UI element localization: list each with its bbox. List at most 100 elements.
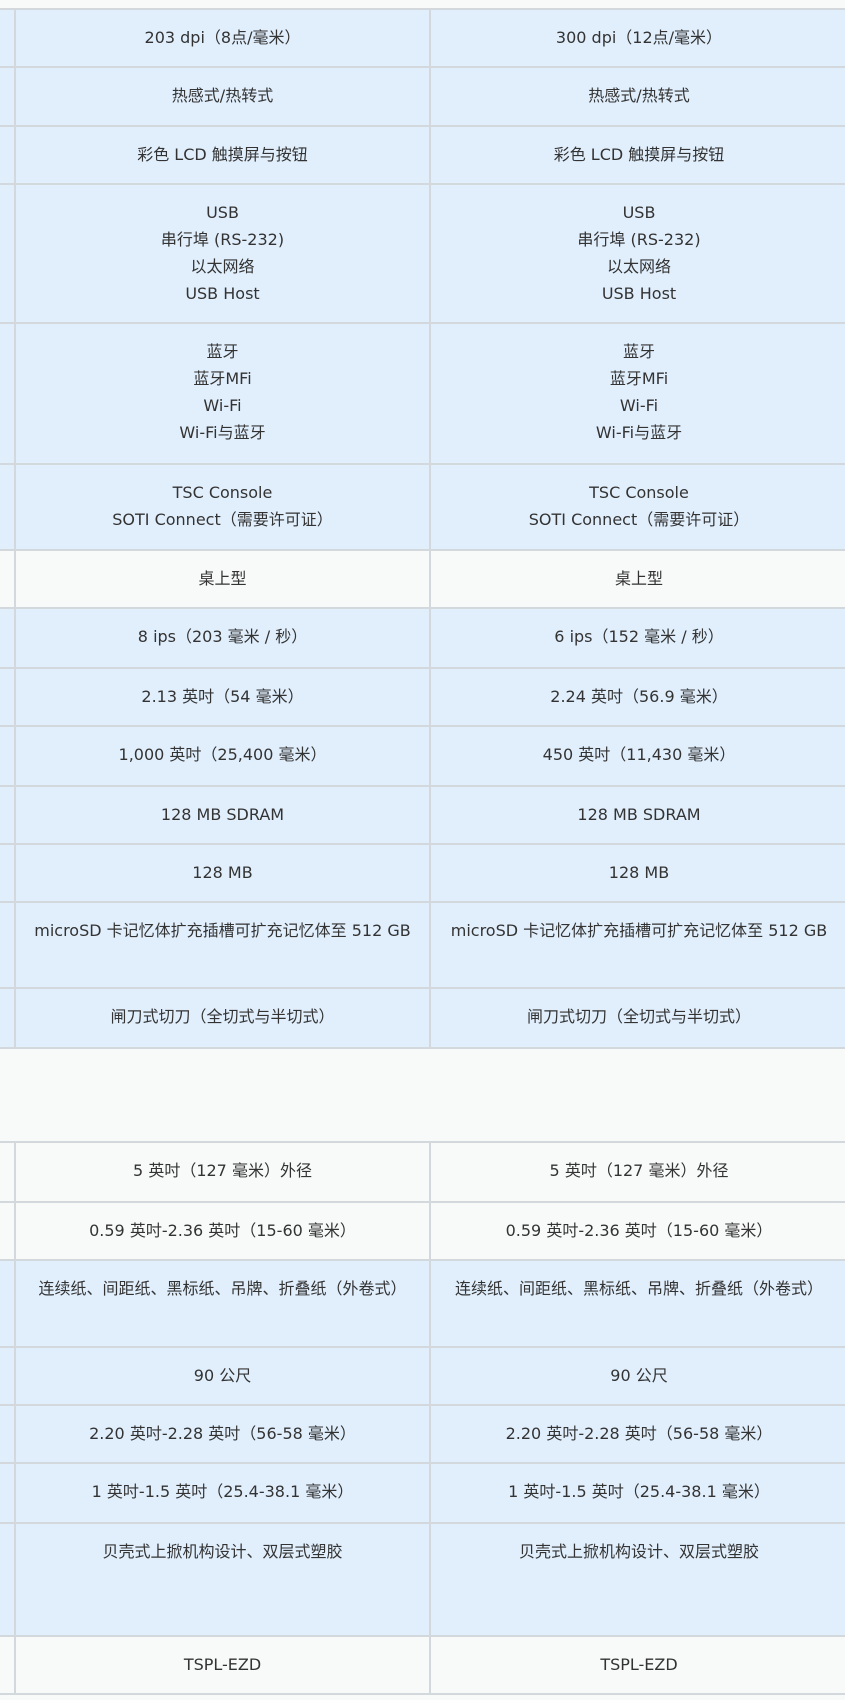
- row-label-cell: [0, 125, 16, 185]
- cell-text: microSD 卡记忆体扩充插槽可扩充记忆体至 512 GB: [450, 921, 828, 940]
- cell-text: Wi-Fi与蓝牙: [179, 423, 266, 442]
- cell-text: 2.20 英吋-2.28 英吋（56-58 毫米）: [505, 1424, 773, 1443]
- spec-table-top-body: 203 dpi（8点/毫米） 300 dpi（12点/毫米） 热感式/热转式 热感式/…: [0, 8, 845, 1049]
- cell-text: 连续纸、间距纸、黑标纸、吊牌、折叠纸（外卷式）: [454, 1279, 823, 1298]
- cell-text: 6 ips（152 毫米 / 秒）: [554, 627, 724, 646]
- model-203dpi-cell: 90 公尺: [14, 1346, 431, 1406]
- model-203dpi-cell: 蓝牙 蓝牙MFi Wi-Fi Wi-Fi与蓝牙: [14, 322, 431, 465]
- model-203dpi-cell: 128 MB SDRAM: [14, 785, 431, 845]
- cell-text: TSPL-EZD: [600, 1655, 678, 1674]
- cell-text: 连续纸、间距纸、黑标纸、吊牌、折叠纸（外卷式）: [38, 1279, 407, 1298]
- cell-text: 1 英吋-1.5 英吋（25.4-38.1 毫米）: [508, 1482, 770, 1501]
- cell-text: 彩色 LCD 触摸屏与按钮: [137, 145, 308, 164]
- model-203dpi-cell: 203 dpi（8点/毫米）: [14, 8, 431, 68]
- table-row: TSC Console SOTI Connect（需要许可证） TSC Consol…: [0, 463, 845, 551]
- model-300dpi-cell: 2.24 英吋（56.9 毫米）: [429, 667, 845, 727]
- spec-table-bottom: 5 英吋（127 毫米）外径 5 英吋（127 毫米）外径 0.59 英吋-2.36…: [0, 1141, 845, 1695]
- cell-text: 闸刀式切刀（全切式与半切式）: [110, 1007, 335, 1026]
- cell-text: 闸刀式切刀（全切式与半切式）: [526, 1007, 751, 1026]
- row-label-cell: [0, 183, 16, 324]
- table-row: 蓝牙 蓝牙MFi Wi-Fi Wi-Fi与蓝牙 蓝牙 蓝牙MFi Wi-Fi Wi-Fi与蓝牙: [0, 322, 845, 465]
- model-300dpi-cell: 300 dpi（12点/毫米）: [429, 8, 845, 68]
- table-row: microSD 卡记忆体扩充插槽可扩充记忆体至 512 GB microSD 卡记…: [0, 901, 845, 989]
- model-300dpi-cell: 2.20 英吋-2.28 英吋（56-58 毫米）: [429, 1404, 845, 1464]
- model-300dpi-cell: 1 英吋-1.5 英吋（25.4-38.1 毫米）: [429, 1462, 845, 1524]
- model-203dpi-cell: 1,000 英吋（25,400 毫米）: [14, 725, 431, 787]
- model-203dpi-cell: 贝壳式上掀机构设计、双层式塑胶: [14, 1522, 431, 1637]
- cell-text: USB Host: [185, 284, 260, 303]
- model-300dpi-cell: 桌上型: [429, 549, 845, 609]
- row-label-cell: [0, 1522, 16, 1637]
- cell-text: 贝壳式上掀机构设计、双层式塑胶: [102, 1542, 343, 1561]
- table-row: 1 英吋-1.5 英吋（25.4-38.1 毫米） 1 英吋-1.5 英吋（25.…: [0, 1462, 845, 1524]
- cell-text: 热感式/热转式: [171, 86, 274, 105]
- table-row: 闸刀式切刀（全切式与半切式） 闸刀式切刀（全切式与半切式）: [0, 987, 845, 1049]
- row-label-cell: [0, 901, 16, 989]
- table-row: 贝壳式上掀机构设计、双层式塑胶 贝壳式上掀机构设计、双层式塑胶: [0, 1522, 845, 1637]
- cell-text: 彩色 LCD 触摸屏与按钮: [553, 145, 725, 164]
- cell-text: 2.24 英吋（56.9 毫米）: [550, 687, 728, 706]
- table-row: 203 dpi（8点/毫米） 300 dpi（12点/毫米）: [0, 8, 845, 68]
- row-label-cell: [0, 1259, 16, 1348]
- row-label-cell: [0, 463, 16, 551]
- table-row: USB 串行埠 (RS-232) 以太网络 USB Host USB 串行埠 (RS-23…: [0, 183, 845, 324]
- cell-text: 128 MB: [192, 863, 253, 882]
- cell-text: 串行埠 (RS-232): [577, 230, 701, 249]
- spec-table-bottom-body: 5 英吋（127 毫米）外径 5 英吋（127 毫米）外径 0.59 英吋-2.36…: [0, 1141, 845, 1695]
- model-203dpi-cell: 连续纸、间距纸、黑标纸、吊牌、折叠纸（外卷式）: [14, 1259, 431, 1348]
- model-300dpi-cell: 0.59 英吋-2.36 英吋（15-60 毫米）: [429, 1201, 845, 1261]
- model-203dpi-cell: 2.20 英吋-2.28 英吋（56-58 毫米）: [14, 1404, 431, 1464]
- model-203dpi-cell: microSD 卡记忆体扩充插槽可扩充记忆体至 512 GB: [14, 901, 431, 989]
- cell-text: 蓝牙: [206, 342, 239, 361]
- cell-text: 90 公尺: [193, 1366, 252, 1385]
- cell-text: 以太网络: [606, 257, 671, 276]
- table-row: 2.13 英吋（54 毫米） 2.24 英吋（56.9 毫米）: [0, 667, 845, 727]
- model-300dpi-cell: 450 英吋（11,430 毫米）: [429, 725, 845, 787]
- cell-text: 2.13 英吋（54 毫米）: [141, 687, 304, 706]
- row-label-cell: [0, 8, 16, 68]
- cell-text: 128 MB SDRAM: [577, 805, 701, 824]
- cell-text: SOTI Connect（需要许可证）: [112, 510, 333, 529]
- row-label-cell: [0, 1346, 16, 1406]
- model-300dpi-cell: USB 串行埠 (RS-232) 以太网络 USB Host: [429, 183, 845, 324]
- cell-text: SOTI Connect（需要许可证）: [528, 510, 750, 529]
- cell-text: USB: [622, 203, 656, 222]
- table-row: 1,000 英吋（25,400 毫米） 450 英吋（11,430 毫米）: [0, 725, 845, 787]
- row-label-cell: [0, 725, 16, 787]
- row-label-cell: [0, 549, 16, 609]
- model-203dpi-cell: 0.59 英吋-2.36 英吋（15-60 毫米）: [14, 1201, 431, 1261]
- cell-text: 8 ips（203 毫米 / 秒）: [137, 627, 308, 646]
- cell-text: Wi-Fi与蓝牙: [595, 423, 683, 442]
- model-300dpi-cell: 热感式/热转式: [429, 66, 845, 127]
- cell-text: 热感式/热转式: [588, 86, 690, 105]
- model-203dpi-cell: 1 英吋-1.5 英吋（25.4-38.1 毫米）: [14, 1462, 431, 1524]
- model-300dpi-cell: 128 MB: [429, 843, 845, 903]
- cell-text: microSD 卡记忆体扩充插槽可扩充记忆体至 512 GB: [34, 921, 411, 940]
- cell-text: TSC Console: [172, 483, 273, 502]
- cell-text: TSPL-EZD: [183, 1655, 262, 1674]
- table-row: 2.20 英吋-2.28 英吋（56-58 毫米） 2.20 英吋-2.28 英吋…: [0, 1404, 845, 1464]
- cell-text: 1,000 英吋（25,400 毫米）: [118, 745, 327, 764]
- cell-text: TSC Console: [589, 483, 689, 502]
- cell-text: 以太网络: [190, 257, 255, 276]
- model-203dpi-cell: USB 串行埠 (RS-232) 以太网络 USB Host: [14, 183, 431, 324]
- cell-text: 300 dpi（12点/毫米）: [555, 28, 723, 47]
- cell-text: 蓝牙: [622, 342, 655, 361]
- cell-text: Wi-Fi: [203, 396, 242, 415]
- model-203dpi-cell: 彩色 LCD 触摸屏与按钮: [14, 125, 431, 185]
- table-row: 彩色 LCD 触摸屏与按钮 彩色 LCD 触摸屏与按钮: [0, 125, 845, 185]
- cell-text: 5 英吋（127 毫米）外径: [549, 1161, 729, 1180]
- model-203dpi-cell: TSPL-EZD: [14, 1635, 431, 1695]
- model-300dpi-cell: 彩色 LCD 触摸屏与按钮: [429, 125, 845, 185]
- model-300dpi-cell: 蓝牙 蓝牙MFi Wi-Fi Wi-Fi与蓝牙: [429, 322, 845, 465]
- model-203dpi-cell: 128 MB: [14, 843, 431, 903]
- model-203dpi-cell: 桌上型: [14, 549, 431, 609]
- cell-text: 128 MB: [608, 863, 670, 882]
- cell-text: 桌上型: [198, 569, 247, 588]
- row-label-cell: [0, 1462, 16, 1524]
- row-label-cell: [0, 1141, 16, 1203]
- row-label-cell: [0, 322, 16, 465]
- model-300dpi-cell: 90 公尺: [429, 1346, 845, 1406]
- cell-text: 5 英吋（127 毫米）外径: [133, 1161, 312, 1180]
- cell-text: 桌上型: [614, 569, 663, 588]
